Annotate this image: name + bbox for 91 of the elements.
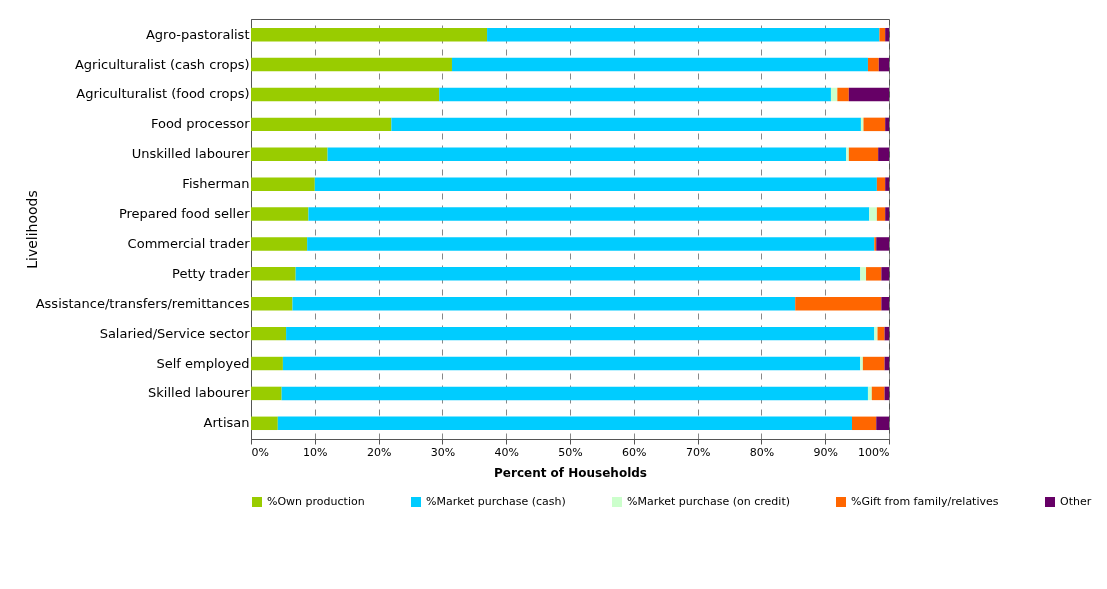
bar	[879, 27, 886, 42]
x-tick-label: 70%	[685, 445, 711, 459]
legend-label: %Market purchase (cash)	[426, 495, 566, 508]
x-tick-label: 60%	[622, 445, 647, 459]
bar	[876, 237, 889, 251]
legend-label: Other	[1060, 495, 1092, 508]
bar	[295, 267, 861, 281]
bar	[863, 117, 886, 132]
x-tick-label: 0%	[251, 445, 269, 459]
bar	[837, 87, 849, 102]
y-tick-label: Petty trader	[172, 265, 251, 281]
bar	[251, 297, 293, 311]
x-tick-label: 10%	[303, 445, 328, 459]
bar	[885, 177, 889, 191]
bar	[251, 416, 278, 431]
bar	[871, 386, 885, 401]
y-tick-label: Prepared food seller	[118, 206, 251, 222]
bar	[292, 297, 796, 311]
y-tick-label: Agro-pastoralist	[145, 26, 250, 42]
y-tick-label: Agriculturalist (food crops)	[76, 86, 250, 102]
y-axis-title: Livelihoods	[23, 190, 40, 269]
bar	[307, 237, 875, 251]
bar	[867, 386, 872, 401]
bar	[327, 147, 847, 161]
bar	[282, 356, 861, 371]
bar	[286, 326, 875, 341]
bar	[878, 147, 889, 161]
bar	[830, 87, 838, 102]
bar	[251, 27, 488, 42]
y-tick-label: Commercial trader	[127, 235, 251, 251]
y-tick-label: Fisherman	[182, 176, 250, 192]
bar	[866, 267, 882, 281]
x-tick-label: 80%	[749, 445, 775, 459]
bar	[848, 147, 879, 161]
bar	[251, 147, 328, 161]
bar	[308, 207, 870, 221]
bar	[251, 356, 283, 371]
bar	[881, 267, 889, 281]
bar	[251, 57, 452, 72]
y-tick-label: Agriculturalist (cash crops)	[74, 56, 250, 72]
x-tick-label: 50%	[558, 445, 583, 459]
bar	[846, 147, 849, 161]
bar	[281, 386, 868, 401]
bar	[881, 297, 889, 311]
x-tick-label: 100%	[858, 445, 890, 459]
bar	[795, 297, 882, 311]
x-tick-label: 40%	[494, 445, 519, 459]
bar	[848, 87, 889, 102]
bar	[885, 207, 889, 221]
legend-label: %Gift from family/relatives	[851, 495, 999, 508]
bar	[277, 416, 852, 431]
y-tick-label: Skilled labourer	[148, 385, 251, 401]
y-tick-label: Assistance/transfers/remittances	[35, 295, 250, 311]
bar	[869, 207, 877, 221]
bar	[860, 267, 867, 281]
bar	[251, 326, 287, 341]
bar	[251, 237, 308, 251]
bar	[874, 326, 878, 341]
y-tick-label: Self employed	[156, 355, 250, 371]
y-tick-label: Salaried/Service sector	[99, 325, 251, 341]
bar	[251, 207, 309, 221]
x-tick-label: 20%	[366, 445, 392, 459]
bar	[439, 87, 831, 102]
bar	[251, 267, 296, 281]
bar	[451, 57, 868, 72]
bar	[867, 57, 879, 72]
y-tick-label: Unskilled labourer	[131, 146, 251, 162]
bar	[885, 117, 889, 132]
bar	[876, 416, 889, 431]
y-tick-label: Artisan	[203, 415, 250, 431]
x-tick-label: 30%	[430, 445, 456, 459]
legend-label: %Own production	[267, 495, 365, 508]
bar	[251, 87, 440, 102]
bar	[251, 386, 282, 401]
bar	[391, 117, 861, 132]
x-tick-label: 90%	[813, 445, 838, 459]
bar	[876, 207, 886, 221]
bar	[251, 117, 392, 132]
y-tick-label: Food processor	[150, 116, 251, 132]
bar	[862, 356, 885, 371]
bar	[860, 356, 863, 371]
bar	[487, 27, 880, 42]
bar	[885, 27, 889, 42]
legend-label: %Market purchase (on credit)	[627, 495, 790, 508]
bar	[251, 177, 315, 191]
bar	[876, 177, 886, 191]
bar	[852, 416, 877, 431]
x-axis-title: Percent of Households	[494, 465, 647, 480]
bar	[878, 57, 889, 72]
bar	[314, 177, 877, 191]
bar	[877, 326, 885, 341]
